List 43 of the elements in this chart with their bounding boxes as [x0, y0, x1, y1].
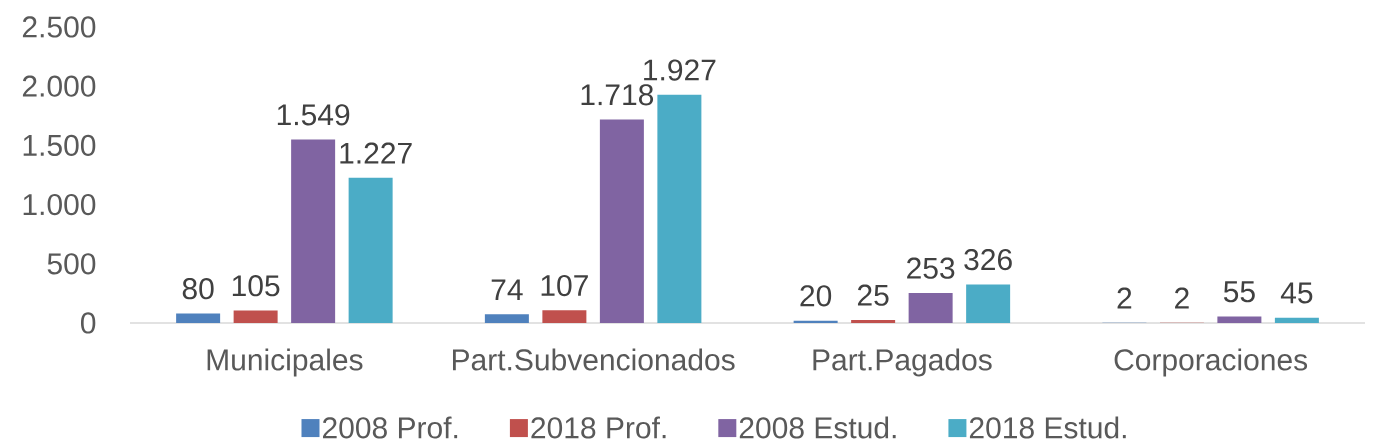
data-label: 326 — [964, 248, 1012, 271]
data-label: 2 — [1117, 287, 1132, 309]
x-tick-label: Corporaciones — [1114, 348, 1308, 377]
data-label: 1.718 — [581, 84, 654, 106]
legend-label: 2008 Estud. — [739, 416, 896, 439]
y-tick-label: 0 — [80, 312, 96, 334]
bar — [1217, 316, 1262, 323]
bar — [291, 139, 336, 323]
y-tick-label: 1.000 — [23, 193, 96, 216]
bar — [599, 119, 644, 323]
data-label: 45 — [1280, 282, 1313, 304]
bar — [233, 310, 278, 323]
legend-label: 2018 Prof. — [531, 416, 666, 439]
data-label: 253 — [907, 257, 955, 279]
x-tick-label: Part.Pagados — [813, 348, 992, 377]
data-label: 105 — [232, 275, 280, 297]
data-label: 107 — [541, 274, 588, 297]
data-label: 2 — [1175, 287, 1189, 309]
bar — [484, 314, 529, 323]
legend-label: 2018 Estud. — [969, 416, 1126, 439]
data-label: 55 — [1223, 281, 1255, 303]
y-tick-label: 1.500 — [23, 134, 96, 157]
bar — [1274, 317, 1319, 323]
bar — [657, 94, 702, 323]
data-label: 1.927 — [644, 59, 716, 81]
data-label: 20 — [800, 285, 832, 307]
data-label: 25 — [857, 284, 889, 306]
bar — [851, 320, 896, 323]
data-label: 1.549 — [277, 104, 350, 126]
y-tick-label: 500 — [47, 253, 96, 275]
y-tick-label: 2.000 — [22, 75, 96, 97]
bar — [908, 293, 953, 323]
data-label: 74 — [491, 279, 523, 301]
x-tick-label: Part.Subvencionados — [453, 348, 735, 371]
bar — [176, 313, 221, 323]
x-tick-label: Municipales — [207, 348, 363, 377]
bar — [966, 284, 1011, 323]
bar — [348, 177, 393, 323]
data-label: 1.227 — [340, 142, 412, 164]
bar — [542, 310, 587, 323]
data-label: 80 — [182, 278, 214, 300]
y-tick-label: 2.500 — [22, 16, 96, 38]
legend-label: 2008 Prof. — [323, 416, 458, 439]
